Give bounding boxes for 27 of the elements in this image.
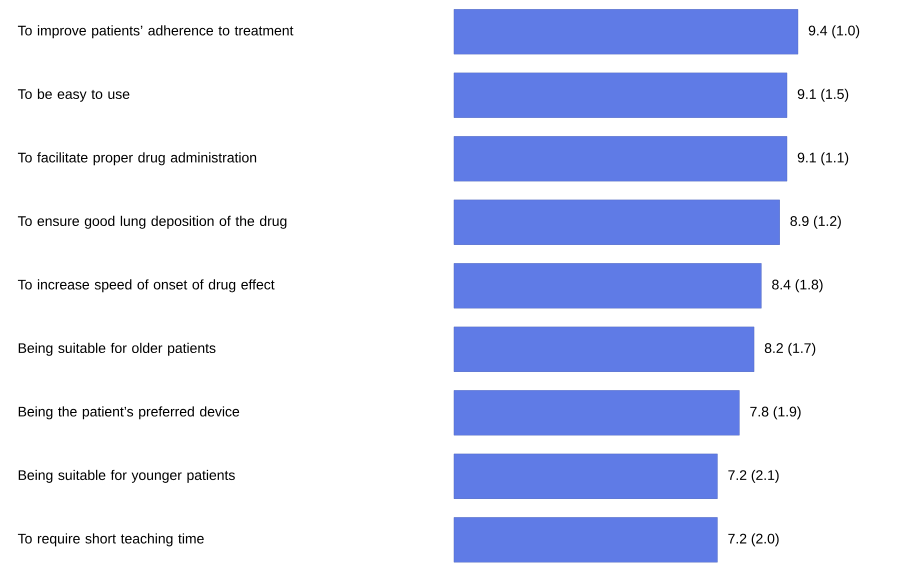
bar xyxy=(454,72,788,118)
y-tick-label: To require short teaching time xyxy=(18,534,204,547)
data-label: 9.1 (1.1) xyxy=(798,152,848,166)
data-label: 7.2 (2.0) xyxy=(728,534,779,547)
data-label: 8.2 (1.7) xyxy=(764,343,816,356)
bar xyxy=(454,326,754,372)
bar xyxy=(454,390,740,436)
y-tick-label: Being suitable for younger patients xyxy=(18,470,235,484)
y-tick-label: To increase speed of onset of drug effect xyxy=(18,280,275,292)
data-label: 7.2 (2.1) xyxy=(728,470,779,484)
data-label: 8.9 (1.2) xyxy=(790,216,841,229)
bar xyxy=(454,454,718,500)
bar xyxy=(454,136,788,182)
bar xyxy=(454,200,780,246)
data-label: 8.4 (1.8) xyxy=(772,280,823,292)
y-tick-label: Being the patient’s preferred device xyxy=(18,406,240,420)
data-label: 9.1 (1.5) xyxy=(798,88,848,102)
bar xyxy=(454,263,762,309)
data-label: 7.8 (1.9) xyxy=(750,406,801,420)
y-tick-label: To be easy to use xyxy=(18,88,130,102)
y-tick-label: To improve patients’ adherence to treatment xyxy=(18,25,294,38)
y-tick-label: Being suitable for older patients xyxy=(18,343,216,356)
y-tick-label: To facilitate proper drug administration xyxy=(18,152,256,166)
y-tick-label: To ensure good lung deposition of the drug xyxy=(18,216,286,229)
bar xyxy=(454,9,798,55)
data-label: 9.4 (1.0) xyxy=(808,25,860,38)
bar xyxy=(454,517,718,563)
